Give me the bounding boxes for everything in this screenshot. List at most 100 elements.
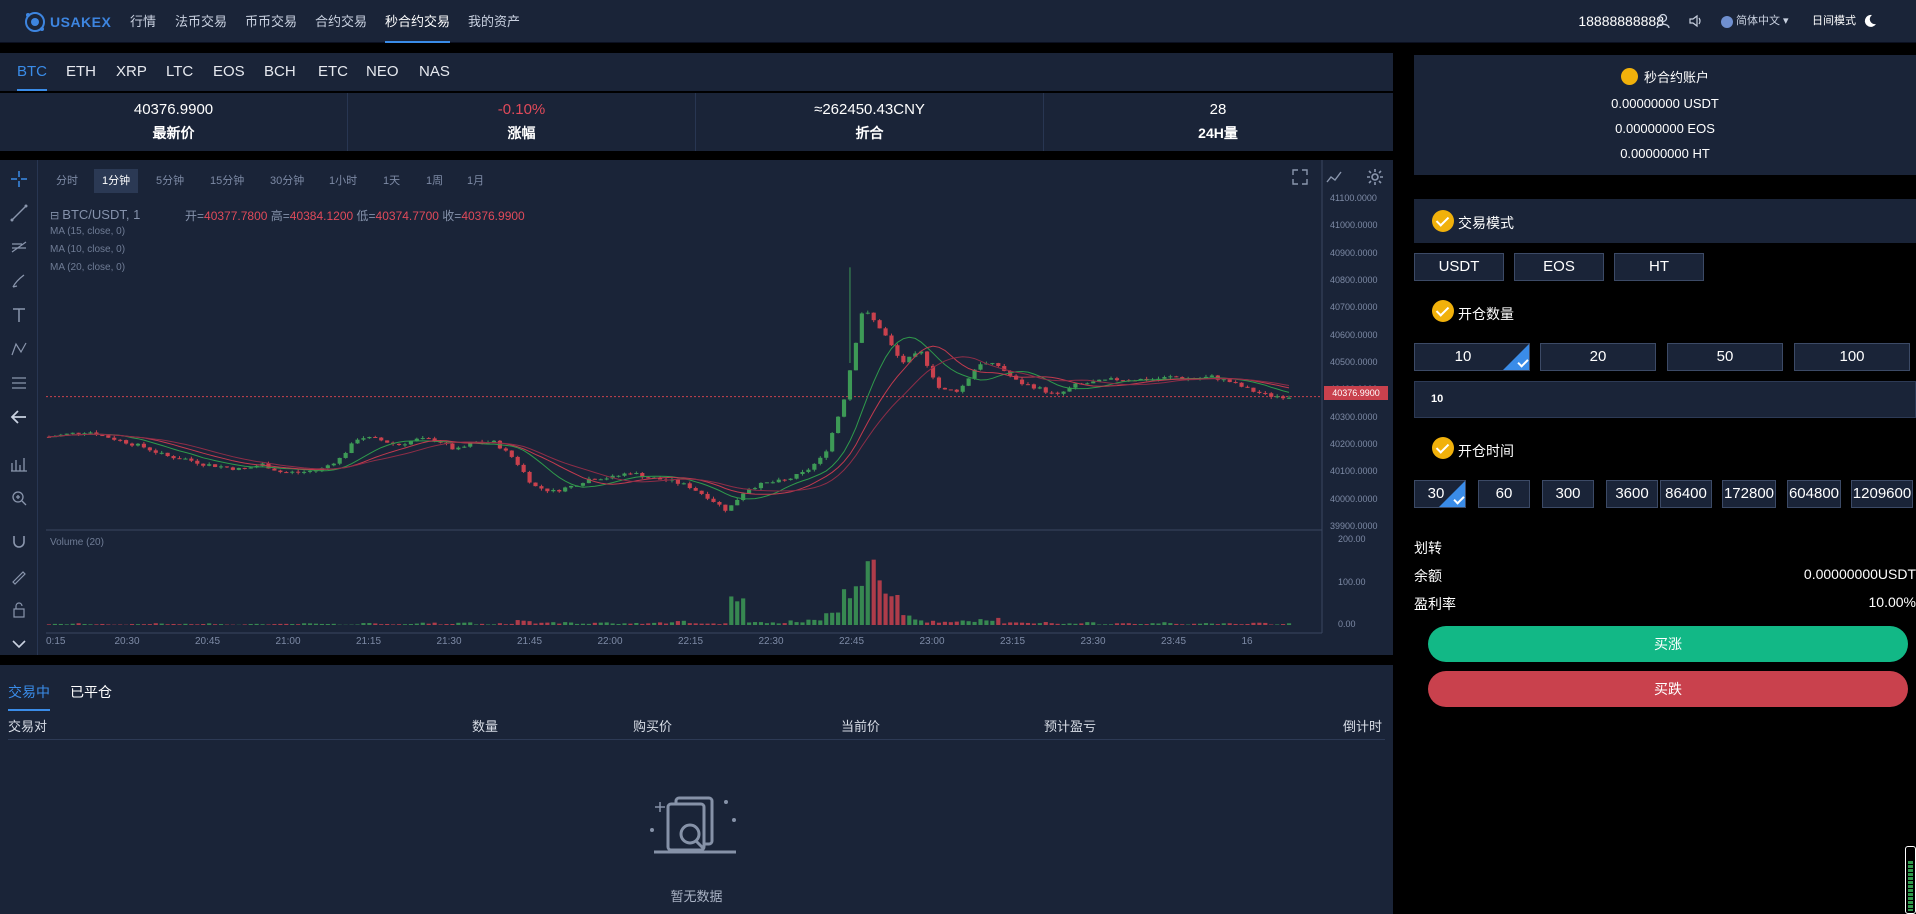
timeframe-5m[interactable]: 5分钟 bbox=[156, 175, 185, 187]
qty-input[interactable]: 10 bbox=[1414, 381, 1916, 418]
volume-bar bbox=[788, 620, 793, 625]
fib-icon[interactable] bbox=[10, 238, 28, 256]
timeframe-1w[interactable]: 1周 bbox=[426, 175, 444, 187]
candle-body bbox=[865, 312, 870, 314]
volume-bar bbox=[699, 623, 704, 625]
magnet-icon[interactable] bbox=[10, 533, 28, 551]
tab-xrp[interactable]: XRP bbox=[116, 63, 147, 80]
tab-closed[interactable]: 已平仓 bbox=[70, 684, 112, 700]
timeframe-15m[interactable]: 15分钟 bbox=[210, 175, 245, 187]
nav-contract-trade[interactable]: 合约交易 bbox=[315, 14, 368, 29]
tab-nas[interactable]: NAS bbox=[419, 63, 450, 80]
tab-eth[interactable]: ETH bbox=[66, 63, 96, 80]
pencil-lock-icon[interactable] bbox=[10, 567, 28, 585]
day-mode-toggle[interactable]: 日间模式 bbox=[1812, 0, 1856, 43]
time-172800-button[interactable]: 172800 bbox=[1722, 480, 1776, 508]
open-qty-label: 开仓数量 bbox=[1458, 306, 1514, 322]
text-icon[interactable] bbox=[10, 306, 28, 324]
candle-body bbox=[919, 351, 924, 354]
volume-bar bbox=[195, 624, 200, 625]
time-1209600-button[interactable]: 1209600 bbox=[1851, 480, 1913, 508]
time-30-button[interactable]: 30 bbox=[1414, 480, 1466, 508]
logo[interactable]: USAKEX bbox=[24, 10, 111, 34]
buy-up-button[interactable]: 买涨 bbox=[1428, 626, 1908, 662]
time-60-button[interactable]: 60 bbox=[1478, 480, 1530, 508]
qty-20-button[interactable]: 20 bbox=[1540, 343, 1656, 371]
nav-coin-trade[interactable]: 币币交易 bbox=[245, 14, 298, 29]
measure-icon[interactable] bbox=[10, 374, 28, 392]
transfer-link[interactable]: 划转 bbox=[1414, 540, 1442, 556]
qty-100-button[interactable]: 100 bbox=[1794, 343, 1910, 371]
tab-ltc[interactable]: LTC bbox=[166, 63, 194, 80]
volume-icon[interactable] bbox=[1688, 13, 1704, 29]
fullscreen-icon[interactable] bbox=[1291, 168, 1309, 186]
zoom-in-icon[interactable] bbox=[10, 489, 28, 507]
candle-body bbox=[503, 448, 508, 451]
timeframe-1m[interactable]: 1分钟 bbox=[94, 169, 139, 193]
ma-20-label[interactable]: MA (20, close, 0) bbox=[50, 262, 126, 273]
nav-my-assets[interactable]: 我的资产 bbox=[468, 14, 521, 29]
lock-icon[interactable] bbox=[10, 601, 28, 619]
indicator-icon[interactable] bbox=[10, 455, 28, 473]
candle-body bbox=[782, 479, 787, 481]
pattern-icon[interactable] bbox=[10, 340, 28, 358]
candle-body bbox=[385, 440, 390, 443]
crosshair-icon[interactable] bbox=[10, 170, 28, 188]
nav-fiat-trade[interactable]: 法币交易 bbox=[175, 14, 228, 29]
tab-bch[interactable]: BCH bbox=[264, 63, 296, 80]
ma-15-label[interactable]: MA (15, close, 0) bbox=[50, 226, 126, 237]
mode-ht-button[interactable]: HT bbox=[1614, 253, 1704, 281]
candle-body bbox=[942, 387, 947, 390]
volume-bar bbox=[895, 594, 900, 625]
tab-btc[interactable]: BTC bbox=[17, 53, 47, 91]
back-arrow-icon[interactable] bbox=[10, 408, 28, 426]
buy-down-button[interactable]: 买跌 bbox=[1428, 671, 1908, 707]
language-select[interactable]: 简体中文 ▾ bbox=[1736, 15, 1789, 27]
kline-chart[interactable]: 分时 1分钟 5分钟 15分钟 30分钟 1小时 1天 1周 1月 ⊟ BTC/… bbox=[0, 160, 1393, 655]
chevron-down-icon[interactable] bbox=[10, 635, 28, 653]
volume-tick-label: 100.00 bbox=[1338, 576, 1366, 587]
time-604800-button[interactable]: 604800 bbox=[1787, 480, 1841, 508]
candle-body bbox=[741, 493, 746, 500]
tab-etc[interactable]: ETC bbox=[318, 63, 348, 80]
settings-gear-icon[interactable] bbox=[1365, 167, 1385, 187]
scroll-indicator[interactable] bbox=[1905, 846, 1916, 914]
chart-type-icon[interactable] bbox=[1325, 168, 1343, 186]
nav-market[interactable]: 行情 bbox=[130, 14, 157, 29]
volume-bar bbox=[284, 623, 289, 625]
nav-second-contract[interactable]: 秒合约交易 bbox=[385, 0, 451, 43]
tab-eos[interactable]: EOS bbox=[213, 63, 245, 80]
user-phone[interactable]: 18888888888 bbox=[1578, 13, 1664, 29]
volume-bar bbox=[551, 622, 556, 625]
tab-trading[interactable]: 交易中 bbox=[8, 682, 50, 711]
timeframe-30m[interactable]: 30分钟 bbox=[270, 175, 305, 187]
qty-50-button[interactable]: 50 bbox=[1667, 343, 1783, 371]
ma-10-label[interactable]: MA (10, close, 0) bbox=[50, 244, 126, 255]
time-86400-button[interactable]: 86400 bbox=[1660, 480, 1712, 508]
brush-icon[interactable] bbox=[10, 272, 28, 290]
time-3600-button[interactable]: 3600 bbox=[1606, 480, 1658, 508]
qty-10-button[interactable]: 10 bbox=[1414, 343, 1530, 371]
candle-body bbox=[64, 433, 69, 435]
timeframe-tick[interactable]: 分时 bbox=[56, 175, 78, 187]
volume-bar bbox=[1019, 622, 1025, 625]
timeframe-1mo[interactable]: 1月 bbox=[467, 175, 485, 187]
candle-body bbox=[533, 482, 538, 487]
candle-body bbox=[1019, 379, 1025, 385]
y-tick-label: 40800.0000 bbox=[1330, 275, 1378, 285]
timeframe-1h[interactable]: 1小时 bbox=[329, 175, 358, 187]
moon-icon[interactable] bbox=[1862, 13, 1878, 29]
volume-bar bbox=[272, 624, 277, 625]
user-icon[interactable] bbox=[1655, 13, 1671, 29]
timeframe-1d[interactable]: 1天 bbox=[383, 175, 401, 187]
trend-line-icon[interactable] bbox=[10, 204, 28, 222]
time-300-button[interactable]: 300 bbox=[1542, 480, 1594, 508]
volume-bar bbox=[462, 622, 467, 625]
volume-bar bbox=[1263, 622, 1268, 625]
mode-eos-button[interactable]: EOS bbox=[1514, 253, 1604, 281]
market-stats: 40376.9900 最新价 -0.10% 涨幅 ≈262450.43CNY 折… bbox=[0, 93, 1393, 151]
x-tick-label: 21:30 bbox=[436, 636, 462, 647]
tab-neo[interactable]: NEO bbox=[366, 63, 399, 80]
mode-usdt-button[interactable]: USDT bbox=[1414, 253, 1504, 281]
volume-bar bbox=[616, 623, 621, 625]
